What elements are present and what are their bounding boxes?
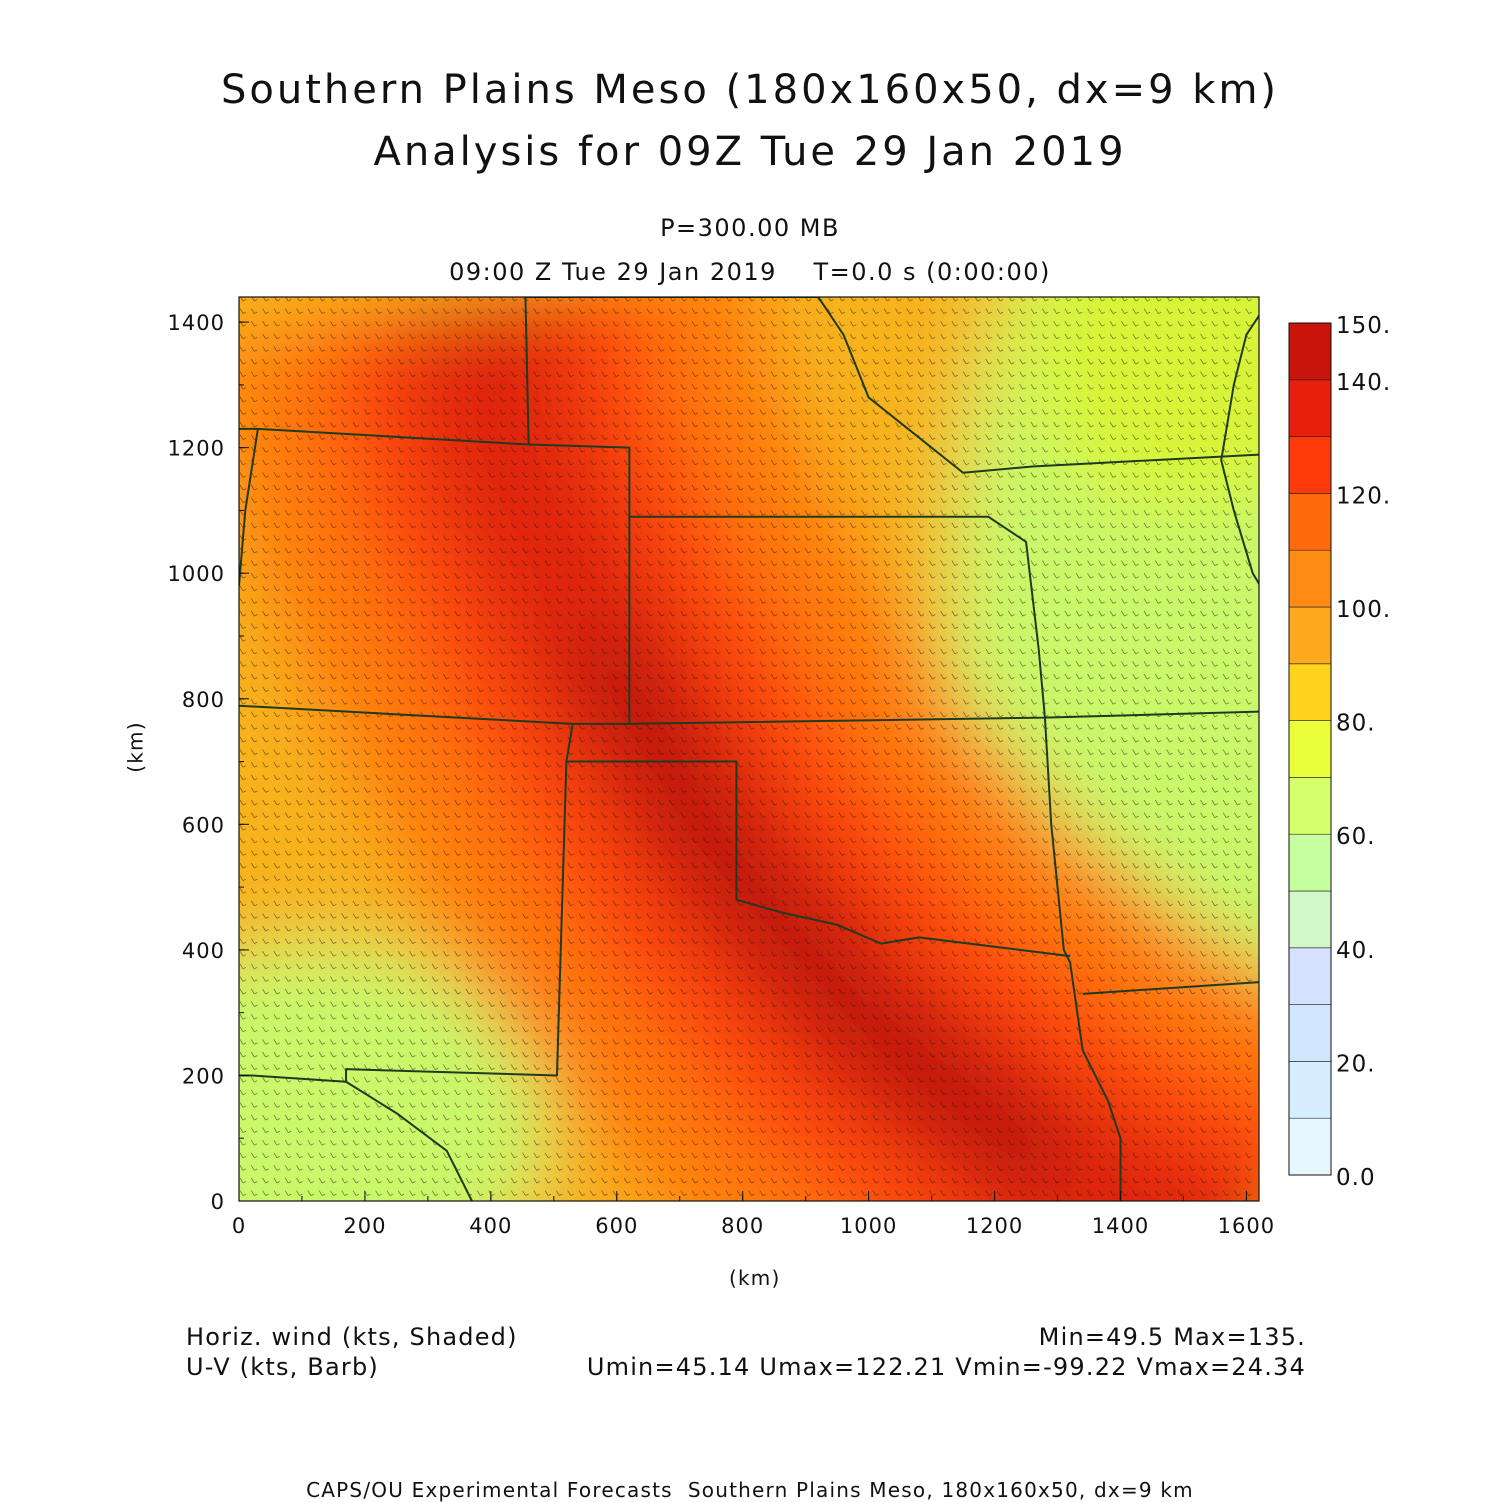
x-tick-label: 0: [232, 1214, 246, 1238]
colorbar-bin: [1288, 720, 1332, 778]
colorbar-label: 140.: [1336, 370, 1391, 396]
colorbar-bin: [1288, 777, 1332, 835]
y-tick-label: 0: [211, 1190, 225, 1214]
wind-speed-shading: [239, 297, 1259, 1201]
pressure-level: P=300.00 MB: [660, 214, 840, 242]
y-tick-label: 1000: [168, 562, 225, 586]
map-title-line1: Southern Plains Meso (180x160x50, dx=9 k…: [220, 67, 1280, 113]
colorbar-bin: [1288, 493, 1332, 551]
state-border-8: [565, 723, 1071, 958]
colorbar-label: 40.: [1336, 938, 1376, 964]
x-tick-label: 1400: [1092, 1214, 1149, 1238]
colorbar-bin: [1288, 379, 1332, 437]
field-min-max: Min=49.5 Max=135.: [1038, 1323, 1306, 1351]
colorbar: 0.0 20. 40. 60. 80. 100. 120. 140. 150.: [1288, 313, 1391, 1191]
wind-barbs: [239, 297, 1252, 1196]
state-border-7: [1082, 981, 1259, 995]
barb-glyphs: [239, 297, 1252, 1196]
colorbar-label: 120.: [1336, 483, 1391, 509]
colorbar-label: 60.: [1336, 824, 1376, 850]
colorbar-bin: [1288, 890, 1332, 949]
colorbar-label: 150.: [1336, 313, 1391, 339]
colorbar-frame: [1288, 322, 1332, 1176]
plot-frame: [238, 296, 1260, 1202]
colorbar-label: 100.: [1336, 597, 1391, 623]
state-border-11: [1220, 314, 1259, 586]
x-tick-label: 1200: [966, 1214, 1023, 1238]
state-border-4: [629, 515, 1046, 725]
x-tick-label: 200: [343, 1214, 386, 1238]
legend-barb-field: U-V (kts, Barb): [186, 1353, 379, 1381]
uv-statistics: Umin=45.14 Umax=122.21 Vmin=-99.22 Vmax=…: [586, 1353, 1306, 1381]
field-weak-southwest: [239, 945, 545, 1201]
x-tick-label: 400: [469, 1214, 512, 1238]
state-border-5: [1043, 717, 1122, 1201]
axes: 0 200 400 600 800 1000 1200 1400 1600 0 200 400 600 8…: [168, 311, 1275, 1238]
jet-core: [561, 618, 1080, 1201]
colorbar-bin: [1288, 1117, 1332, 1176]
y-tick-label: 800: [182, 688, 225, 712]
x-tick-label: 1600: [1218, 1214, 1275, 1238]
colorbar-label: 20.: [1336, 1051, 1376, 1077]
colorbar-bin: [1288, 606, 1332, 665]
y-tick-label: 200: [182, 1064, 225, 1088]
x-tick-label: 800: [721, 1214, 764, 1238]
colorbar-label: 0.0: [1336, 1165, 1376, 1191]
x-axis-label: (km): [729, 1266, 781, 1290]
x-tick-label: 600: [595, 1214, 638, 1238]
colorbar-bin: [1288, 549, 1332, 608]
map-title-line2: Analysis for 09Z Tue 29 Jan 2019: [373, 129, 1127, 175]
colorbar-bin: [1288, 1004, 1332, 1062]
x-tick-label: 1000: [840, 1214, 897, 1238]
y-axis-label: (km): [123, 721, 148, 773]
y-tick-label: 600: [182, 813, 225, 837]
footer-credit: CAPS/OU Experimental Forecasts Southern …: [306, 1478, 1194, 1502]
state-border-6: [1044, 710, 1259, 719]
y-tick-label: 1200: [168, 437, 225, 461]
colorbar-bin: [1288, 833, 1332, 892]
valid-time: 09:00 Z Tue 29 Jan 2019 T=0.0 s (0:00:00…: [449, 258, 1051, 286]
y-tick-label: 1400: [168, 311, 225, 335]
colorbar-label: 80.: [1336, 711, 1376, 737]
legend-shaded-field: Horiz. wind (kts, Shaded): [186, 1323, 518, 1351]
state-border-3: [525, 297, 1259, 474]
field-weak-northeast: [1023, 297, 1259, 514]
colorbar-bin: [1288, 663, 1332, 721]
state-border-1: [239, 428, 259, 586]
y-tick-label: 400: [182, 939, 225, 963]
colorbar-bin: [1288, 947, 1332, 1005]
state-borders: [239, 297, 1259, 1201]
state-border-10: [345, 1080, 474, 1201]
colorbar-bin: [1288, 1061, 1332, 1119]
state-border-2: [524, 297, 530, 445]
colorbar-bin: [1288, 436, 1332, 494]
colorbar-bin: [1288, 322, 1332, 381]
